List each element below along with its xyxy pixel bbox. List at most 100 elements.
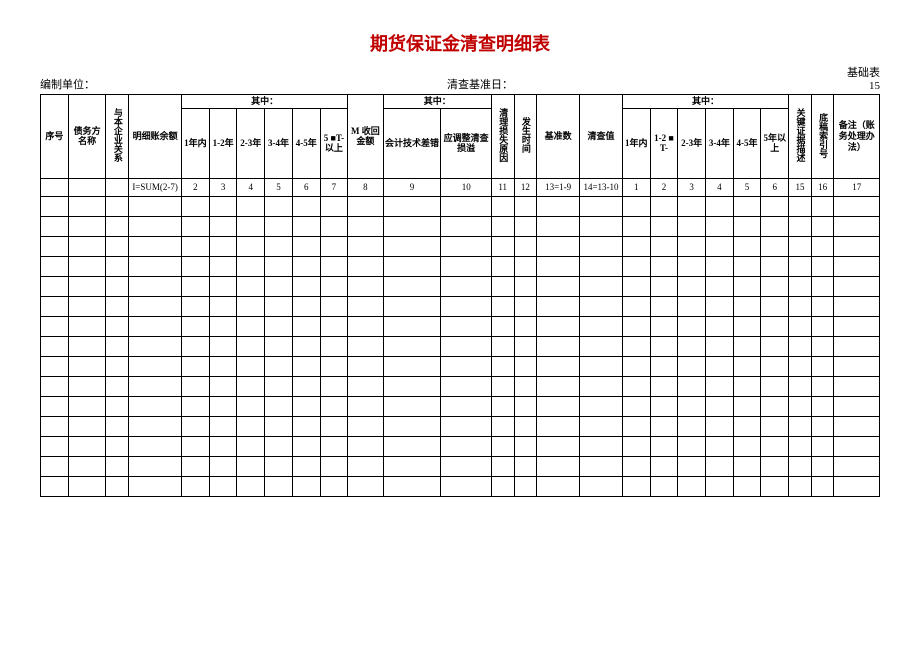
table-cell bbox=[68, 276, 106, 296]
table-cell bbox=[811, 416, 834, 436]
table-cell bbox=[265, 236, 293, 256]
col-val: 清查值 bbox=[580, 95, 623, 179]
page-title: 期货保证金清查明细表 bbox=[40, 30, 880, 56]
table-cell bbox=[265, 456, 293, 476]
meta-row: 编制单位： 清查基准日： 基础表 15 bbox=[40, 64, 880, 92]
table-cell bbox=[761, 396, 789, 416]
table-cell bbox=[209, 356, 237, 376]
table-cell bbox=[348, 476, 383, 496]
table-cell bbox=[292, 376, 320, 396]
table-cell bbox=[441, 356, 491, 376]
table-cell bbox=[209, 436, 237, 456]
table-cell bbox=[68, 416, 106, 436]
table-cell bbox=[129, 416, 182, 436]
table-cell bbox=[622, 396, 650, 416]
table-cell bbox=[622, 436, 650, 456]
number-cell bbox=[106, 178, 129, 196]
table-cell bbox=[320, 296, 348, 316]
table-cell bbox=[265, 436, 293, 456]
table-cell bbox=[514, 456, 537, 476]
table-cell bbox=[761, 436, 789, 456]
table-cell bbox=[514, 336, 537, 356]
table-cell bbox=[580, 256, 623, 276]
table-cell bbox=[811, 336, 834, 356]
table-cell bbox=[292, 396, 320, 416]
table-cell bbox=[106, 456, 129, 476]
table-cell bbox=[41, 456, 69, 476]
table-row bbox=[41, 436, 880, 456]
table-cell bbox=[237, 196, 265, 216]
table-cell bbox=[491, 416, 514, 436]
table-cell bbox=[292, 256, 320, 276]
table-cell bbox=[209, 256, 237, 276]
table-cell bbox=[650, 296, 678, 316]
number-cell: 17 bbox=[834, 178, 880, 196]
number-cell: 13=1-9 bbox=[537, 178, 580, 196]
table-cell bbox=[834, 436, 880, 456]
table-cell bbox=[491, 256, 514, 276]
table-cell bbox=[678, 256, 706, 276]
table-cell bbox=[182, 456, 210, 476]
col-y23b: 2-3年 bbox=[678, 108, 706, 178]
table-cell bbox=[789, 356, 812, 376]
table-cell bbox=[320, 476, 348, 496]
table-cell bbox=[441, 376, 491, 396]
table-cell bbox=[383, 476, 441, 496]
table-cell bbox=[441, 216, 491, 236]
table-cell bbox=[348, 356, 383, 376]
table-cell bbox=[41, 376, 69, 396]
table-cell bbox=[514, 376, 537, 396]
table-cell bbox=[761, 276, 789, 296]
table-cell bbox=[678, 336, 706, 356]
table-cell bbox=[706, 256, 734, 276]
table-cell bbox=[537, 236, 580, 256]
table-cell bbox=[68, 336, 106, 356]
table-cell bbox=[292, 436, 320, 456]
table-cell bbox=[320, 356, 348, 376]
table-cell bbox=[706, 376, 734, 396]
table-cell bbox=[129, 396, 182, 416]
table-cell bbox=[811, 196, 834, 216]
table-cell bbox=[182, 256, 210, 276]
table-cell bbox=[129, 196, 182, 216]
table-cell bbox=[733, 456, 761, 476]
table-row bbox=[41, 296, 880, 316]
table-cell bbox=[706, 456, 734, 476]
table-cell bbox=[678, 276, 706, 296]
table-cell bbox=[678, 236, 706, 256]
table-cell bbox=[537, 416, 580, 436]
col-balance: 明细账余额 bbox=[129, 95, 182, 179]
table-cell bbox=[514, 296, 537, 316]
col-base: 基准数 bbox=[537, 95, 580, 179]
table-cell bbox=[209, 416, 237, 436]
table-cell bbox=[209, 376, 237, 396]
table-cell bbox=[811, 296, 834, 316]
table-cell bbox=[383, 296, 441, 316]
table-cell bbox=[733, 256, 761, 276]
table-cell bbox=[237, 416, 265, 436]
table-cell bbox=[580, 236, 623, 256]
table-cell bbox=[383, 456, 441, 476]
table-cell bbox=[678, 416, 706, 436]
table-cell bbox=[706, 396, 734, 416]
table-cell bbox=[320, 416, 348, 436]
table-cell bbox=[514, 476, 537, 496]
table-cell bbox=[580, 276, 623, 296]
number-cell: 16 bbox=[811, 178, 834, 196]
table-cell bbox=[537, 336, 580, 356]
table-cell bbox=[733, 236, 761, 256]
table-cell bbox=[537, 396, 580, 416]
table-cell bbox=[129, 456, 182, 476]
table-cell bbox=[265, 416, 293, 436]
table-cell bbox=[834, 196, 880, 216]
col-seq: 序号 bbox=[41, 95, 69, 179]
table-cell bbox=[537, 376, 580, 396]
table-cell bbox=[537, 216, 580, 236]
table-cell bbox=[789, 416, 812, 436]
col-y34: 3-4年 bbox=[265, 108, 293, 178]
table-cell bbox=[383, 436, 441, 456]
table-cell bbox=[761, 416, 789, 436]
table-cell bbox=[622, 256, 650, 276]
table-cell bbox=[348, 436, 383, 456]
table-row bbox=[41, 276, 880, 296]
